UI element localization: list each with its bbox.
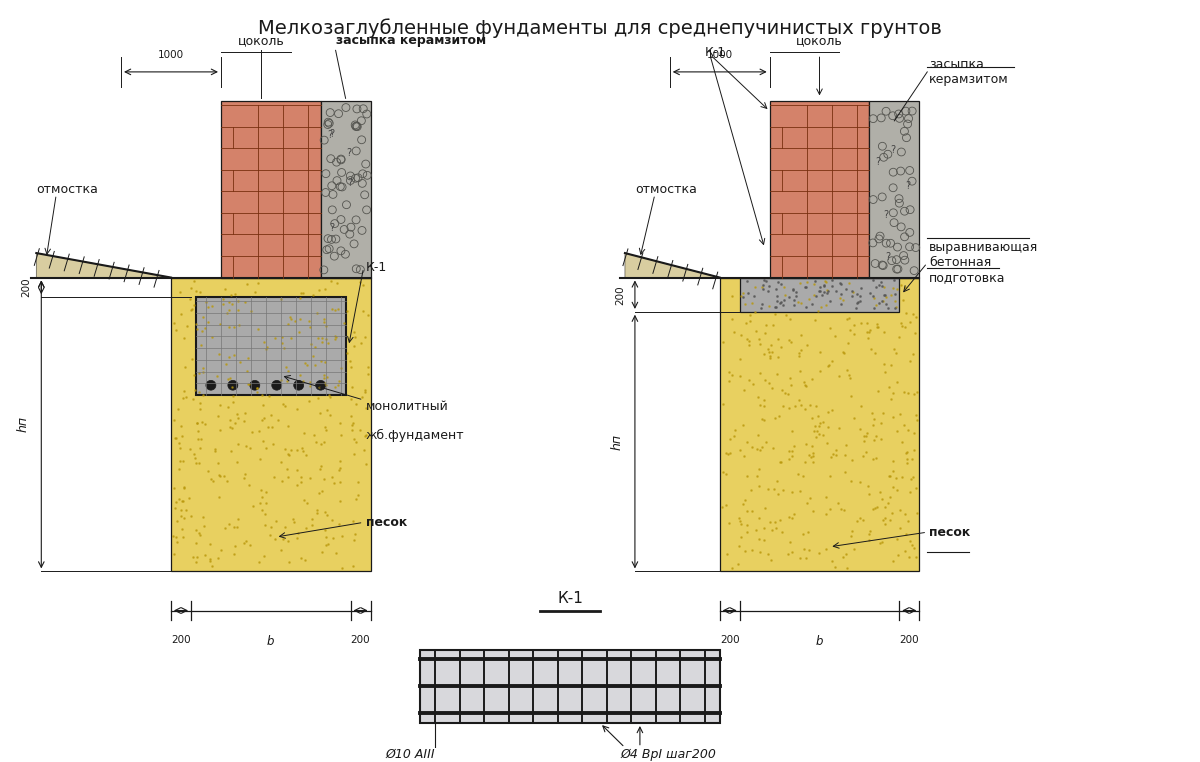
Bar bbox=[869, 101, 919, 277]
Text: ?: ? bbox=[883, 210, 888, 220]
Text: 200: 200 bbox=[900, 635, 919, 645]
Text: ?: ? bbox=[326, 130, 332, 140]
Text: К-1: К-1 bbox=[704, 46, 726, 59]
Text: К-1: К-1 bbox=[557, 591, 583, 606]
Text: ?: ? bbox=[906, 181, 911, 191]
Bar bbox=[221, 101, 320, 277]
Text: засыпка
керамзитом: засыпка керамзитом bbox=[929, 58, 1009, 86]
Text: 200: 200 bbox=[614, 285, 625, 305]
Text: hп: hп bbox=[611, 434, 624, 450]
Bar bbox=[420, 650, 720, 723]
Text: 200: 200 bbox=[172, 635, 191, 645]
Text: отмостка: отмостка bbox=[36, 183, 98, 196]
Text: цоколь: цоколь bbox=[796, 34, 842, 47]
Text: ?: ? bbox=[348, 178, 353, 187]
Text: песок: песок bbox=[366, 516, 407, 529]
Text: засыпка керамзитом: засыпка керамзитом bbox=[336, 34, 486, 47]
Text: b: b bbox=[268, 635, 275, 648]
Circle shape bbox=[271, 380, 282, 390]
Circle shape bbox=[250, 380, 259, 390]
Text: отмостка: отмостка bbox=[635, 183, 697, 196]
Text: выравнивающая
бетонная
подготовка: выравнивающая бетонная подготовка bbox=[929, 242, 1038, 284]
Text: 1000: 1000 bbox=[158, 50, 184, 60]
Polygon shape bbox=[36, 253, 170, 277]
Text: ?: ? bbox=[347, 148, 352, 158]
Bar bbox=[720, 277, 919, 572]
Text: монолитный: монолитный bbox=[366, 400, 449, 413]
Text: hп: hп bbox=[17, 417, 30, 433]
Text: ?: ? bbox=[330, 130, 335, 139]
Circle shape bbox=[228, 380, 238, 390]
Circle shape bbox=[206, 380, 216, 390]
Text: 200: 200 bbox=[22, 277, 31, 297]
Bar bbox=[196, 297, 346, 395]
Text: цоколь: цоколь bbox=[238, 34, 284, 47]
Text: ?: ? bbox=[886, 251, 890, 261]
Text: ?: ? bbox=[330, 223, 335, 233]
Text: ?: ? bbox=[890, 145, 896, 155]
Text: 1000: 1000 bbox=[707, 50, 733, 60]
Circle shape bbox=[294, 380, 304, 390]
Text: Мелкозаглубленные фундаменты для среднепучинистых грунтов: Мелкозаглубленные фундаменты для среднеп… bbox=[258, 18, 942, 37]
Bar bbox=[769, 101, 869, 277]
Bar bbox=[320, 101, 371, 277]
Circle shape bbox=[316, 380, 325, 390]
Text: Ø10 AIII: Ø10 AIII bbox=[385, 748, 436, 760]
Text: Ø4 BpI шаг200: Ø4 BpI шаг200 bbox=[620, 748, 716, 760]
Text: 200: 200 bbox=[350, 635, 371, 645]
Text: К-1: К-1 bbox=[366, 261, 386, 274]
Bar bbox=[739, 277, 899, 312]
Text: b: b bbox=[816, 635, 823, 648]
Text: жб.фундамент: жб.фундамент bbox=[366, 429, 464, 443]
Text: 200: 200 bbox=[720, 635, 739, 645]
Text: ?: ? bbox=[875, 157, 881, 167]
Bar bbox=[170, 277, 371, 572]
Polygon shape bbox=[625, 253, 720, 277]
Text: песок: песок bbox=[929, 526, 971, 539]
